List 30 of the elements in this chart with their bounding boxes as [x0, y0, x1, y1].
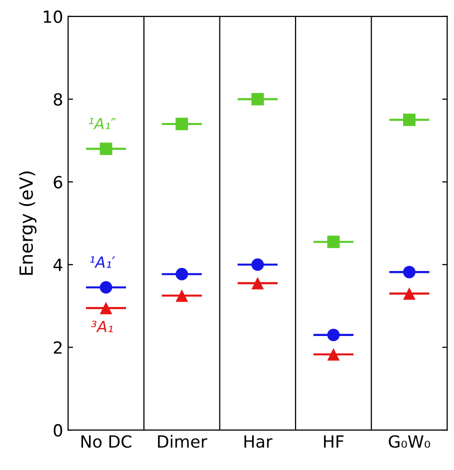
point	[403, 287, 416, 300]
series-label: ¹A₁″	[89, 118, 116, 130]
x-tick-label: Har	[244, 435, 272, 448]
x-tick-label: HF	[324, 435, 344, 448]
y-tick-label: 10	[44, 10, 62, 24]
y-tick-label: 4	[53, 258, 62, 271]
series-label: ¹A₁′	[90, 256, 116, 268]
point	[176, 289, 188, 302]
x-tick-label: Dimer	[158, 434, 208, 448]
point	[251, 92, 264, 106]
point	[100, 281, 112, 294]
point	[327, 328, 340, 342]
legend-label: ³A₁	[91, 320, 113, 332]
point	[176, 118, 188, 130]
y-axis-title: Energy (eV)	[19, 172, 36, 275]
point	[327, 236, 340, 248]
y-tick-label: 6	[54, 176, 62, 188]
y-tick-label: 8	[54, 93, 62, 106]
point	[100, 302, 112, 314]
y-tick-label: 0	[54, 424, 62, 437]
point	[403, 266, 416, 278]
point	[403, 114, 416, 126]
x-tick-label: G₀W₀	[388, 435, 430, 448]
point	[251, 277, 264, 290]
y-tick-label: 2	[54, 341, 62, 354]
point	[251, 258, 264, 271]
point	[176, 268, 188, 280]
x-tick-label: No DC	[81, 435, 132, 448]
point	[327, 348, 340, 361]
point	[100, 142, 112, 156]
